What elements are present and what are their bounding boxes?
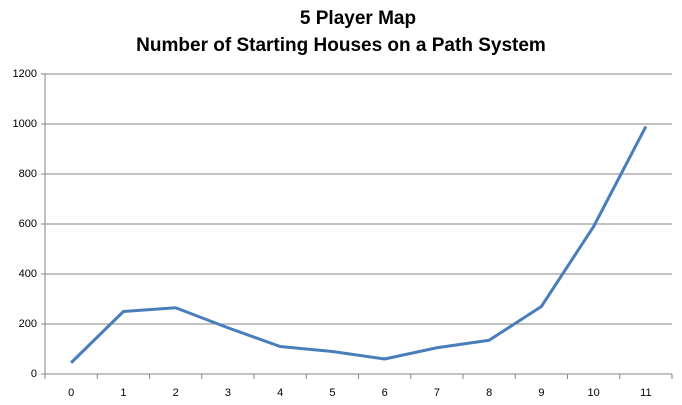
- x-tick-label: 2: [173, 387, 179, 399]
- x-tick-label: 8: [486, 387, 492, 399]
- x-tick-label: 10: [588, 387, 600, 399]
- x-tick-label: 5: [329, 387, 335, 399]
- y-tick-label: 800: [19, 168, 37, 180]
- x-tick-label: 4: [277, 387, 283, 399]
- chart-title: 5 Player Map: [300, 8, 416, 29]
- x-tick-label: 9: [538, 387, 544, 399]
- x-tick-label: 6: [382, 387, 388, 399]
- x-tick-label: 3: [225, 387, 231, 399]
- x-tick-label: 7: [434, 387, 440, 399]
- y-tick-label: 400: [19, 268, 37, 280]
- x-tick-label: 0: [68, 387, 74, 399]
- y-tick-label: 1000: [13, 118, 37, 130]
- x-tick-label: 1: [120, 387, 126, 399]
- data-line: [70, 125, 648, 364]
- chart-title: Number of Starting Houses on a Path Syst…: [136, 35, 546, 56]
- y-tick-label: 0: [31, 368, 37, 380]
- y-tick-label: 200: [19, 318, 37, 330]
- x-tick-label: 11: [640, 387, 651, 399]
- y-tick-label: 600: [19, 218, 37, 230]
- y-tick-label: 1200: [13, 68, 37, 80]
